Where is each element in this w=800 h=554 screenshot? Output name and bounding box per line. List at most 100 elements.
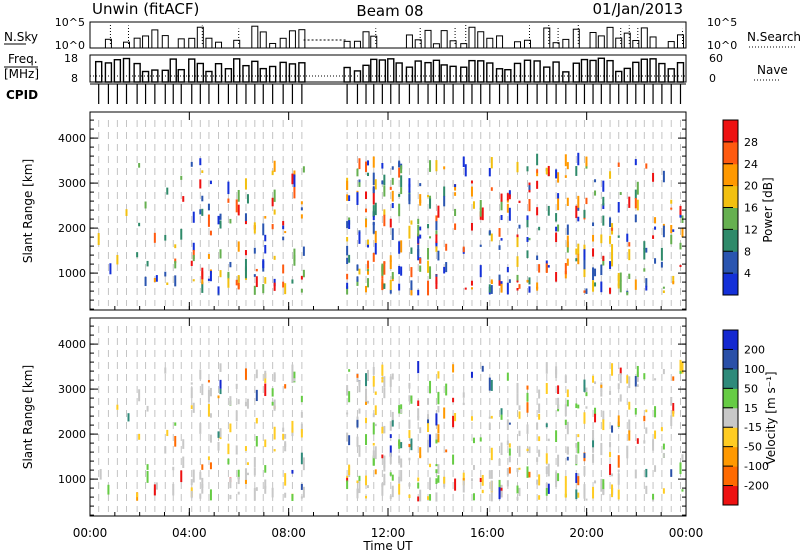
data-cell xyxy=(670,207,673,210)
data-cell xyxy=(672,281,675,285)
data-cell xyxy=(462,246,465,253)
data-cell xyxy=(383,481,386,486)
data-cell xyxy=(190,387,193,399)
data-cell xyxy=(516,256,519,267)
data-cell xyxy=(592,267,595,281)
data-cell xyxy=(374,423,377,427)
y-tick-label: 3000 xyxy=(58,383,86,396)
data-cell xyxy=(662,286,665,289)
data-cell xyxy=(291,173,294,185)
data-cell xyxy=(229,396,232,404)
data-cell xyxy=(435,469,438,474)
data-cell xyxy=(577,243,580,255)
data-cell xyxy=(235,199,238,213)
nave-label: Nave xyxy=(757,63,788,77)
data-cell xyxy=(609,217,612,227)
data-cell xyxy=(417,361,420,374)
data-cell xyxy=(555,366,558,375)
data-cell xyxy=(429,494,432,501)
data-cell xyxy=(365,434,368,446)
data-cell xyxy=(617,473,620,485)
data-cell xyxy=(545,466,548,475)
data-cell xyxy=(594,381,597,385)
data-cell xyxy=(255,436,258,447)
data-cell xyxy=(419,427,422,434)
data-cell xyxy=(291,494,294,502)
data-cell xyxy=(462,156,465,167)
data-cell xyxy=(662,443,665,450)
data-cell xyxy=(628,430,631,441)
data-cell xyxy=(174,261,177,269)
data-cell xyxy=(594,480,597,484)
data-cell xyxy=(372,252,375,262)
data-cell xyxy=(654,406,657,418)
data-cell xyxy=(516,393,519,406)
data-cell xyxy=(365,388,368,402)
velocity-panel: Slant Range [km] 1000 2000 3000 4000 xyxy=(21,317,687,517)
data-cell xyxy=(443,407,446,419)
data-cell xyxy=(652,172,655,182)
data-cell xyxy=(417,289,420,296)
data-cell xyxy=(291,375,294,383)
data-cell xyxy=(435,160,438,172)
data-cell xyxy=(346,480,349,490)
freq-bar xyxy=(623,67,631,83)
data-cell xyxy=(164,271,167,277)
data-cell xyxy=(398,455,401,464)
data-cell xyxy=(547,483,550,494)
data-cell xyxy=(400,442,403,449)
nsky-bar xyxy=(562,38,570,49)
data-cell xyxy=(235,410,238,422)
cpid-row: CPID xyxy=(6,83,686,104)
data-cell xyxy=(372,205,375,216)
data-cell xyxy=(253,274,256,277)
data-cell xyxy=(209,434,212,443)
data-cell xyxy=(293,255,296,266)
data-cell xyxy=(190,479,193,486)
time-tick-label: 20:00 xyxy=(569,526,604,540)
data-cell xyxy=(244,258,247,272)
data-cell xyxy=(237,204,240,216)
data-cell xyxy=(681,489,684,492)
y-tick-label: 4000 xyxy=(58,338,86,351)
data-cell xyxy=(481,365,484,372)
data-cell xyxy=(547,205,550,216)
data-cell xyxy=(435,230,438,236)
nsky-bar xyxy=(460,43,468,49)
data-cell xyxy=(577,195,580,209)
freq-bar xyxy=(362,64,370,83)
data-cell xyxy=(383,261,386,264)
data-cell xyxy=(516,485,519,494)
data-cell xyxy=(400,408,403,414)
data-cell xyxy=(617,283,620,289)
data-cell xyxy=(348,195,351,201)
data-cell xyxy=(372,455,375,466)
data-cell xyxy=(199,209,202,215)
data-cell xyxy=(526,215,529,220)
data-cell xyxy=(300,214,303,219)
data-cell xyxy=(617,489,620,500)
data-cell xyxy=(417,244,420,257)
data-cell xyxy=(564,419,567,426)
data-cell xyxy=(470,478,473,482)
data-cell xyxy=(374,242,377,255)
data-cell xyxy=(282,427,285,432)
data-cell xyxy=(237,469,240,480)
power-panel: Slant Range [km] 1000 2000 3000 4000 xyxy=(21,111,687,311)
data-cell xyxy=(583,268,586,278)
data-cell xyxy=(174,244,177,249)
data-cell xyxy=(374,446,377,460)
data-cell xyxy=(518,200,521,203)
data-cell xyxy=(164,446,167,454)
data-cell xyxy=(611,487,614,494)
data-cell xyxy=(246,194,249,204)
data-cell xyxy=(617,383,620,390)
data-cell xyxy=(244,468,247,482)
data-cell xyxy=(201,464,204,470)
data-cell xyxy=(427,414,430,420)
data-cell xyxy=(594,413,597,423)
data-cell xyxy=(408,483,411,487)
data-cell xyxy=(348,464,351,475)
data-cell xyxy=(643,415,646,422)
data-cell xyxy=(229,261,232,268)
